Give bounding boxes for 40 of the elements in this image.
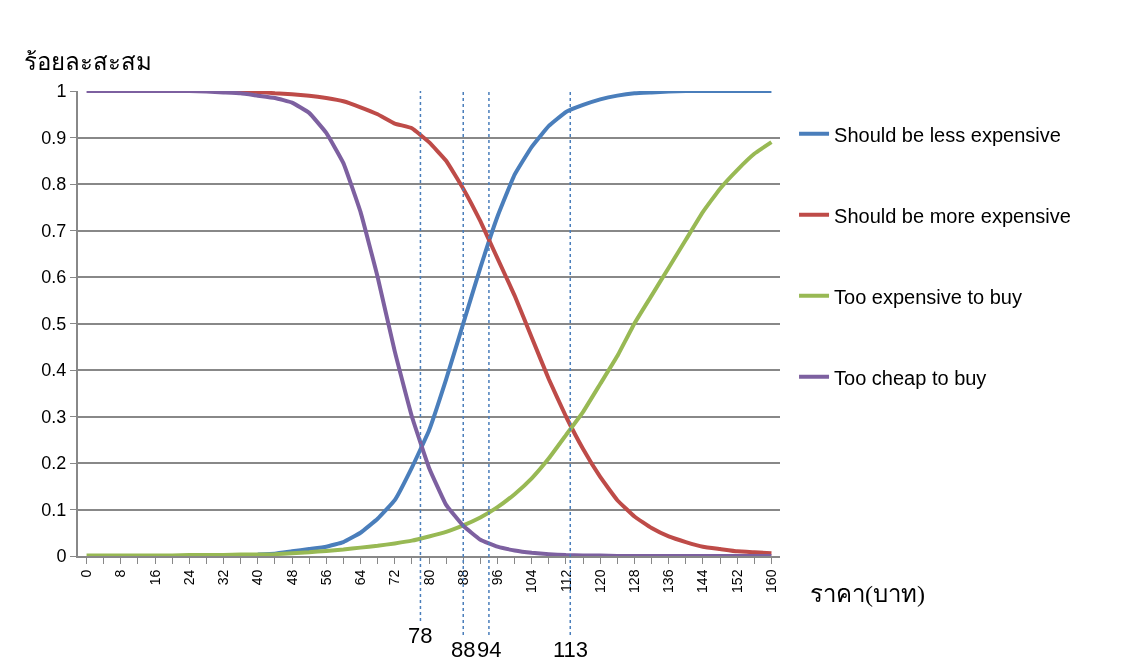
y-tick-label: 0.9 (41, 127, 67, 148)
y-tick-label: 0.1 (41, 499, 67, 520)
x-tick-label: 72 (386, 569, 403, 586)
x-tick-label: 128 (626, 569, 643, 593)
x-axis-title: ราคา(บาท) (810, 581, 925, 607)
x-tick-label: 96 (489, 569, 506, 586)
y-tick-label: 0.4 (41, 360, 67, 381)
x-tick-label: 16 (146, 569, 163, 586)
x-tick-label: 64 (352, 569, 369, 586)
x-tick-label: 24 (180, 569, 197, 586)
x-tick-label: 32 (215, 569, 232, 586)
x-tick-label: 80 (420, 569, 437, 586)
x-tick-label: 48 (283, 569, 300, 586)
y-tick-label: 0.8 (41, 174, 67, 195)
x-tick-label: 136 (660, 569, 677, 593)
x-tick-label: 152 (728, 569, 745, 593)
legend-label: Too cheap to buy (834, 366, 987, 389)
x-tick-label: 104 (523, 569, 540, 593)
x-tick-label: 160 (762, 569, 779, 593)
ref-line-label: 88 (451, 637, 476, 658)
legend-label: Should be more expensive (834, 204, 1071, 227)
ref-line-label: 94 (477, 637, 502, 658)
legend-label: Too expensive to buy (834, 285, 1022, 308)
x-tick-label: 40 (249, 569, 266, 586)
y-tick-label: 0.5 (41, 313, 67, 334)
y-tick-label: 0.6 (41, 267, 67, 288)
y-tick-label: 1 (56, 81, 67, 102)
ref-line-label: 78 (408, 623, 433, 648)
x-tick-label: 8 (112, 569, 129, 578)
x-tick-label: 88 (454, 569, 471, 586)
x-tick-label: 144 (694, 569, 711, 593)
y-tick-label: 0.2 (41, 453, 67, 474)
x-tick-label: 0 (78, 569, 95, 578)
x-tick-label: 120 (591, 569, 608, 593)
y-tick-label: 0.3 (41, 406, 67, 427)
y-tick-label: 0.7 (41, 220, 67, 241)
y-axis-title: ร้อยละสะสม (24, 49, 152, 75)
ref-line-label: 113 (553, 637, 589, 658)
legend-label: Should be less expensive (834, 123, 1061, 146)
x-tick-label: 56 (317, 569, 334, 586)
